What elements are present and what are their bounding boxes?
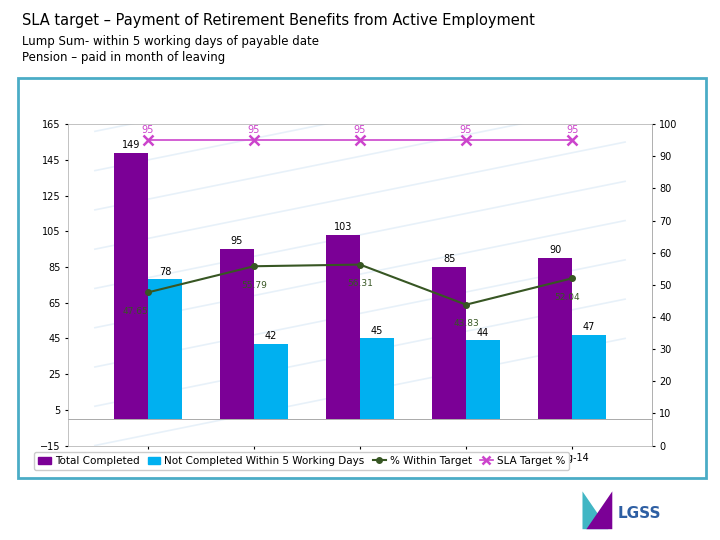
Text: 95: 95 [248, 125, 260, 136]
Text: 95: 95 [460, 125, 472, 136]
Bar [572, 335, 606, 418]
Text: 95: 95 [231, 237, 243, 246]
Text: 52.04: 52.04 [554, 293, 580, 302]
Text: 47.65: 47.65 [122, 307, 148, 316]
SLA Target % [356, 137, 364, 144]
SLA Target % [568, 137, 577, 144]
SLA Target % [462, 137, 470, 144]
Line: % Within Target: % Within Target [145, 262, 575, 307]
Text: 45: 45 [371, 326, 383, 336]
Text: 149: 149 [122, 140, 140, 150]
Bar [148, 280, 182, 418]
Text: 95: 95 [142, 125, 154, 136]
Bar [538, 258, 572, 418]
Bar [114, 153, 148, 418]
Line: SLA Target %: SLA Target % [143, 136, 577, 145]
Legend: Total Completed, Not Completed Within 5 Working Days, % Within Target, SLA Targe: Total Completed, Not Completed Within 5 … [34, 451, 570, 470]
% Within Target [250, 263, 258, 269]
Bar [326, 235, 360, 418]
Text: LGSS: LGSS [618, 505, 661, 521]
Bar [254, 344, 288, 418]
Text: 43.83: 43.83 [453, 319, 479, 328]
% Within Target [568, 275, 577, 281]
Bar [432, 267, 466, 418]
Text: 90: 90 [549, 245, 561, 255]
Text: 95: 95 [354, 125, 366, 136]
Text: SLA target – Payment of Retirement Benefits from Active Employment: SLA target – Payment of Retirement Benef… [22, 14, 534, 29]
SLA Target % [250, 137, 258, 144]
Polygon shape [582, 491, 608, 529]
Text: Pension – paid in month of leaving: Pension – paid in month of leaving [22, 51, 225, 64]
Text: 78: 78 [158, 267, 171, 277]
Bar [466, 340, 500, 418]
Text: 56.31: 56.31 [347, 279, 373, 288]
SLA Target % [143, 137, 152, 144]
% Within Target [356, 261, 364, 268]
Text: 95: 95 [566, 125, 578, 136]
% Within Target [143, 289, 152, 295]
Text: 42: 42 [265, 331, 277, 341]
Text: 44: 44 [477, 327, 489, 338]
Bar [220, 249, 254, 418]
Text: 55.79: 55.79 [241, 281, 267, 289]
% Within Target [462, 301, 470, 308]
Text: 47: 47 [583, 322, 595, 332]
Text: 85: 85 [443, 254, 455, 264]
Text: 103: 103 [334, 222, 352, 232]
Text: Lump Sum- within 5 working days of payable date: Lump Sum- within 5 working days of payab… [22, 35, 319, 48]
Polygon shape [586, 491, 612, 529]
Bar [360, 339, 394, 418]
